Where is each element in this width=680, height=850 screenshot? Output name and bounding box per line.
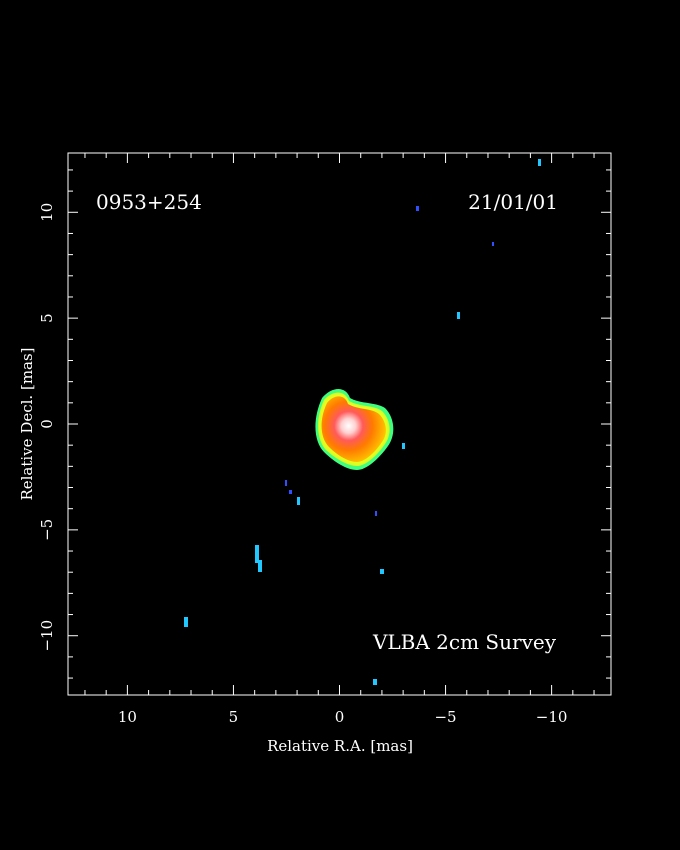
x-tick-label: 0 xyxy=(335,708,345,726)
noise-speck xyxy=(285,480,287,486)
noise-speck xyxy=(380,569,384,574)
y-tick-label: 10 xyxy=(38,203,56,222)
source-name-label: 0953+254 xyxy=(96,190,202,214)
source-core xyxy=(321,396,386,462)
noise-speck xyxy=(402,443,405,449)
noise-speck xyxy=(492,242,494,246)
noise-speck xyxy=(538,159,541,166)
y-tick-label: −5 xyxy=(38,519,56,541)
noise-speck xyxy=(289,490,292,494)
observation-date-label: 21/01/01 xyxy=(468,190,558,214)
x-tick-label: 5 xyxy=(229,708,239,726)
survey-label: VLBA 2cm Survey xyxy=(372,630,557,654)
y-tick-label: −10 xyxy=(38,620,56,652)
radio-image xyxy=(184,159,541,685)
noise-speck xyxy=(255,545,259,563)
x-tick-label: −10 xyxy=(536,708,568,726)
x-tick-label: 10 xyxy=(118,708,137,726)
noise-speck xyxy=(184,617,188,627)
noise-speck xyxy=(258,560,262,572)
noise-speck xyxy=(297,497,300,505)
y-tick-label: 5 xyxy=(38,313,56,323)
axis-ticks xyxy=(68,153,611,695)
noise-speck xyxy=(457,312,460,319)
noise-speck xyxy=(373,679,377,685)
x-tick-label: −5 xyxy=(434,708,456,726)
y-axis-label: Relative Decl. [mas] xyxy=(18,347,36,500)
y-tick-label: 0 xyxy=(38,419,56,429)
x-axis-label: Relative R.A. [mas] xyxy=(267,737,413,755)
noise-speck xyxy=(416,206,419,211)
noise-speck xyxy=(375,511,377,516)
axis-tick-labels: 10 5 0 −5 −10 10 5 0 −5 −10 xyxy=(38,203,567,726)
